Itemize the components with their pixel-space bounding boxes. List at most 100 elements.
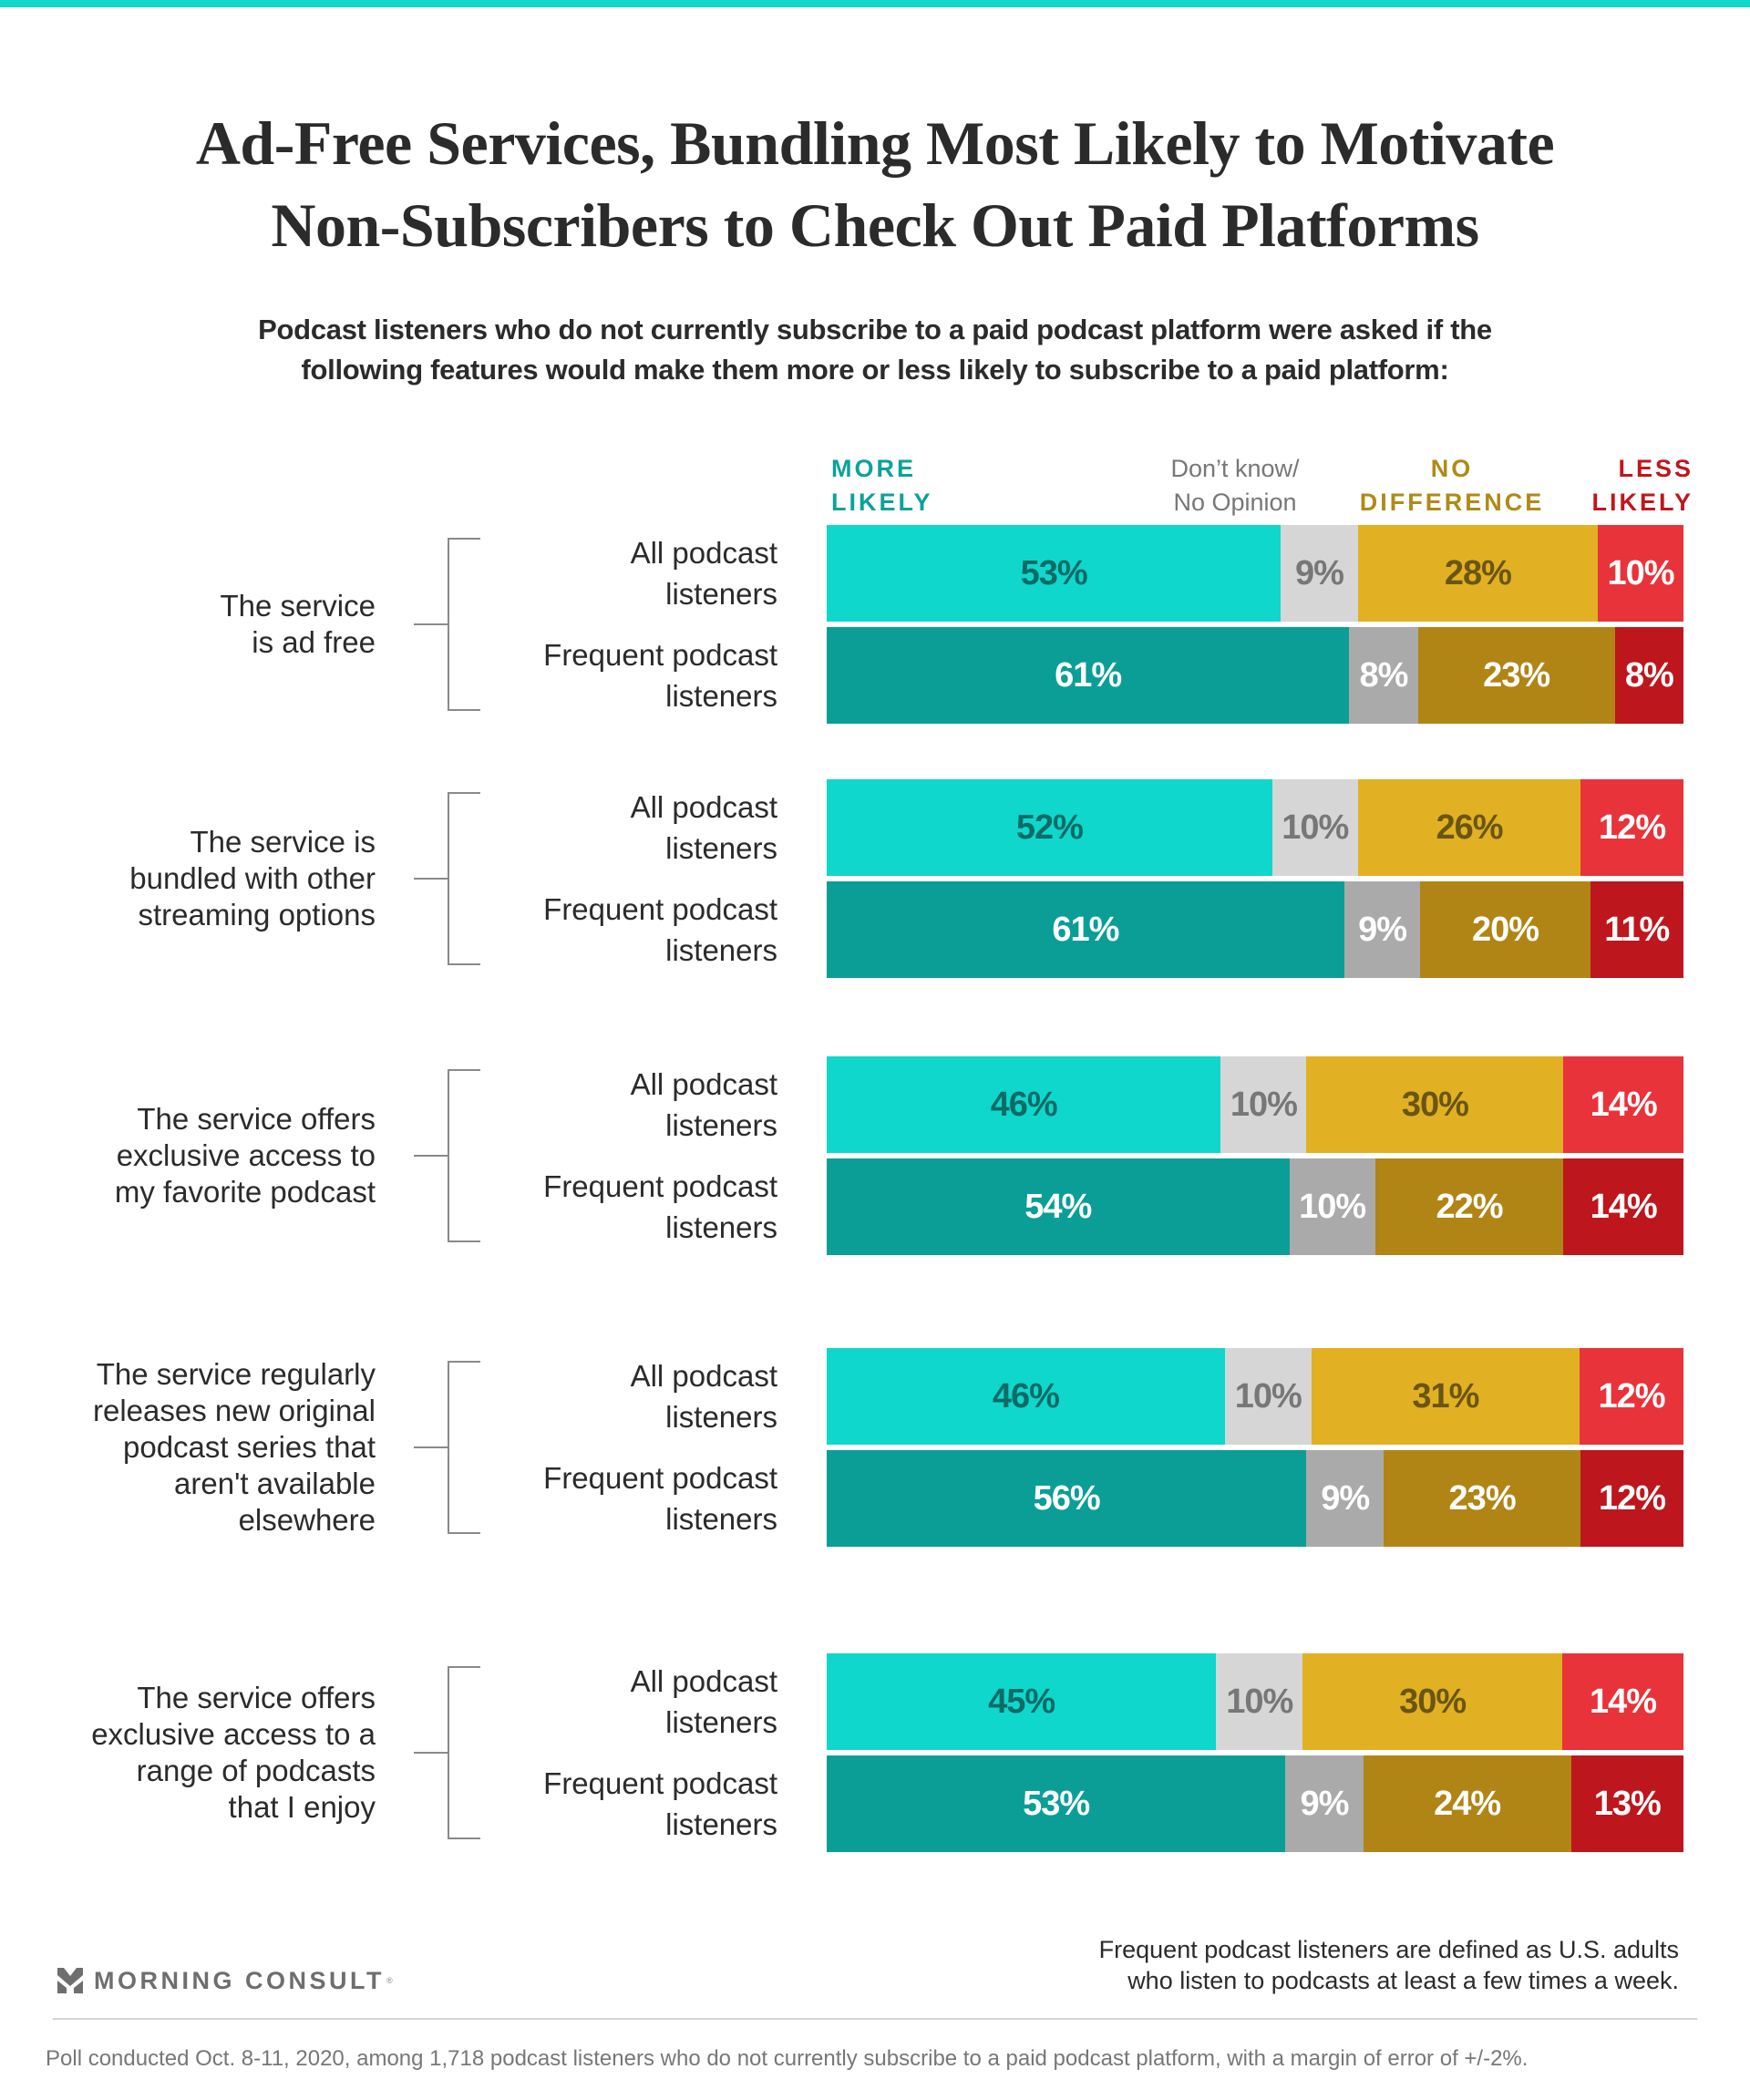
value-label: 46%	[990, 1085, 1058, 1124]
feature-label: The service is ad free	[0, 588, 376, 661]
segment-no-difference: 26%	[1357, 779, 1581, 876]
value-label: 10%	[1226, 1682, 1293, 1721]
chart-title: Ad-Free Services, Bundling Most Likely t…	[0, 102, 1750, 266]
group-bracket-arm	[448, 538, 480, 540]
feature-label-line: The service offers	[137, 1681, 376, 1714]
segment-dont-know: 9%	[1281, 525, 1358, 622]
bar-row: 56% 9% 23% 12%	[827, 1450, 1683, 1547]
bar-row: 46% 10% 30% 14%	[827, 1056, 1683, 1153]
value-label: 20%	[1472, 910, 1539, 949]
bar-row: 61% 9% 20% 11%	[827, 881, 1683, 978]
morning-consult-logo-icon	[57, 1968, 83, 1993]
value-label: 23%	[1448, 1478, 1517, 1518]
segment-more-likely: 56%	[827, 1450, 1307, 1547]
value-label: 13%	[1593, 1784, 1662, 1823]
audience-label-frequent: Frequent podcast listeners	[474, 1763, 777, 1845]
audience-label-line: listeners	[665, 679, 777, 713]
segment-no-difference: 22%	[1374, 1158, 1564, 1255]
value-label: 23%	[1483, 655, 1550, 695]
feature-label-line: The service offers	[137, 1102, 376, 1136]
group-bracket-arm	[448, 1838, 480, 1839]
group-bracket	[448, 1666, 449, 1839]
value-label: 61%	[1052, 910, 1119, 949]
value-label: 8%	[1359, 655, 1409, 695]
feature-label-line: The service	[220, 589, 376, 623]
segment-more-likely: 61%	[827, 881, 1344, 978]
group-bracket-arm	[448, 1361, 480, 1363]
feature-label-line: that I enjoy	[228, 1790, 376, 1824]
feature-label: The service offers exclusive access to my …	[0, 1101, 376, 1210]
segment-less-likely: 12%	[1580, 1348, 1683, 1445]
audience-label-line: Frequent podcast	[543, 892, 777, 926]
feature-label-line: my favorite podcast	[114, 1175, 376, 1209]
value-label: 26%	[1436, 808, 1503, 847]
value-label: 52%	[1015, 808, 1084, 847]
group-bracket-arm	[448, 963, 480, 965]
bar-row: 45% 10% 30% 14%	[827, 1653, 1683, 1750]
segment-no-difference: 28%	[1357, 525, 1598, 622]
value-label: 9%	[1295, 553, 1344, 592]
segment-no-difference: 30%	[1306, 1056, 1564, 1153]
segment-less-likely: 13%	[1570, 1755, 1683, 1852]
audience-label-frequent: Frequent podcast listeners	[474, 1166, 777, 1248]
segment-dont-know: 10%	[1216, 1653, 1303, 1750]
chart-title-line: Non-Subscribers to Check Out Paid Platfo…	[271, 190, 1479, 260]
legend-label: LESS	[1618, 455, 1693, 482]
legend-label: NO	[1430, 455, 1474, 482]
segment-dont-know: 10%	[1271, 779, 1358, 876]
audience-label-line: All podcast	[630, 790, 777, 824]
audience-label-all: All podcast listeners	[474, 1661, 777, 1743]
feature-label-line: exclusive access to	[116, 1138, 376, 1172]
segment-dont-know: 10%	[1289, 1158, 1375, 1255]
top-accent-bar	[0, 0, 1750, 7]
value-label: 8%	[1624, 655, 1674, 695]
segment-no-difference: 23%	[1417, 627, 1615, 724]
segment-dont-know: 9%	[1285, 1755, 1364, 1852]
footnote-line: who listen to podcasts at least a few ti…	[1127, 1967, 1679, 1994]
segment-more-likely: 52%	[827, 779, 1272, 876]
registered-mark: ®	[386, 1976, 393, 1985]
footer-divider	[53, 2018, 1697, 2020]
value-label: 12%	[1599, 808, 1666, 847]
segment-more-likely: 53%	[827, 525, 1282, 622]
feature-label-line: The service regularly	[96, 1357, 376, 1391]
value-label: 53%	[1023, 1784, 1090, 1823]
footnote-definition: Frequent podcast listeners are defined a…	[1099, 1934, 1679, 1996]
value-label: 10%	[1299, 1187, 1366, 1226]
segment-less-likely: 12%	[1580, 779, 1683, 876]
value-label: 14%	[1590, 1085, 1658, 1124]
legend-more-likely: MORE LIKELY	[831, 452, 933, 520]
segment-no-difference: 23%	[1383, 1450, 1581, 1547]
value-label: 10%	[1234, 1376, 1302, 1415]
audience-label-all: All podcast listeners	[474, 1064, 777, 1146]
legend-label: LIKELY	[1591, 489, 1693, 516]
segment-less-likely: 14%	[1563, 1158, 1683, 1255]
value-label: 53%	[1020, 553, 1088, 592]
morning-consult-logo: MORNING CONSULT ®	[57, 1967, 393, 1994]
feature-label-line: podcast series that	[123, 1430, 376, 1464]
legend-dont-know: Don’t know/ No Opinion	[1150, 452, 1320, 520]
segment-no-difference: 31%	[1311, 1348, 1580, 1445]
legend-less-likely: LESS LIKELY	[1560, 452, 1693, 520]
value-label: 61%	[1055, 655, 1122, 695]
audience-label-line: Frequent podcast	[543, 1461, 777, 1495]
value-label: 30%	[1399, 1682, 1467, 1721]
audience-label-line: All podcast	[630, 1664, 777, 1698]
poll-methodology-note: Poll conducted Oct. 8-11, 2020, among 1,…	[46, 2046, 1529, 2071]
segment-dont-know: 9%	[1343, 881, 1421, 978]
audience-label-all: All podcast listeners	[474, 532, 777, 614]
value-label: 14%	[1590, 1187, 1658, 1226]
value-label: 45%	[988, 1682, 1055, 1721]
value-label: 24%	[1434, 1784, 1501, 1823]
value-label: 22%	[1436, 1187, 1503, 1226]
segment-more-likely: 54%	[827, 1158, 1290, 1255]
audience-label-line: listeners	[665, 577, 777, 611]
group-bracket-arm	[414, 623, 448, 625]
group-bracket	[448, 1069, 449, 1242]
segment-more-likely: 46%	[827, 1056, 1221, 1153]
feature-label-line: range of podcasts	[136, 1754, 376, 1787]
segment-more-likely: 45%	[827, 1653, 1217, 1750]
footnote-line: Frequent podcast listeners are defined a…	[1098, 1936, 1679, 1963]
audience-label-line: Frequent podcast	[543, 1169, 777, 1203]
